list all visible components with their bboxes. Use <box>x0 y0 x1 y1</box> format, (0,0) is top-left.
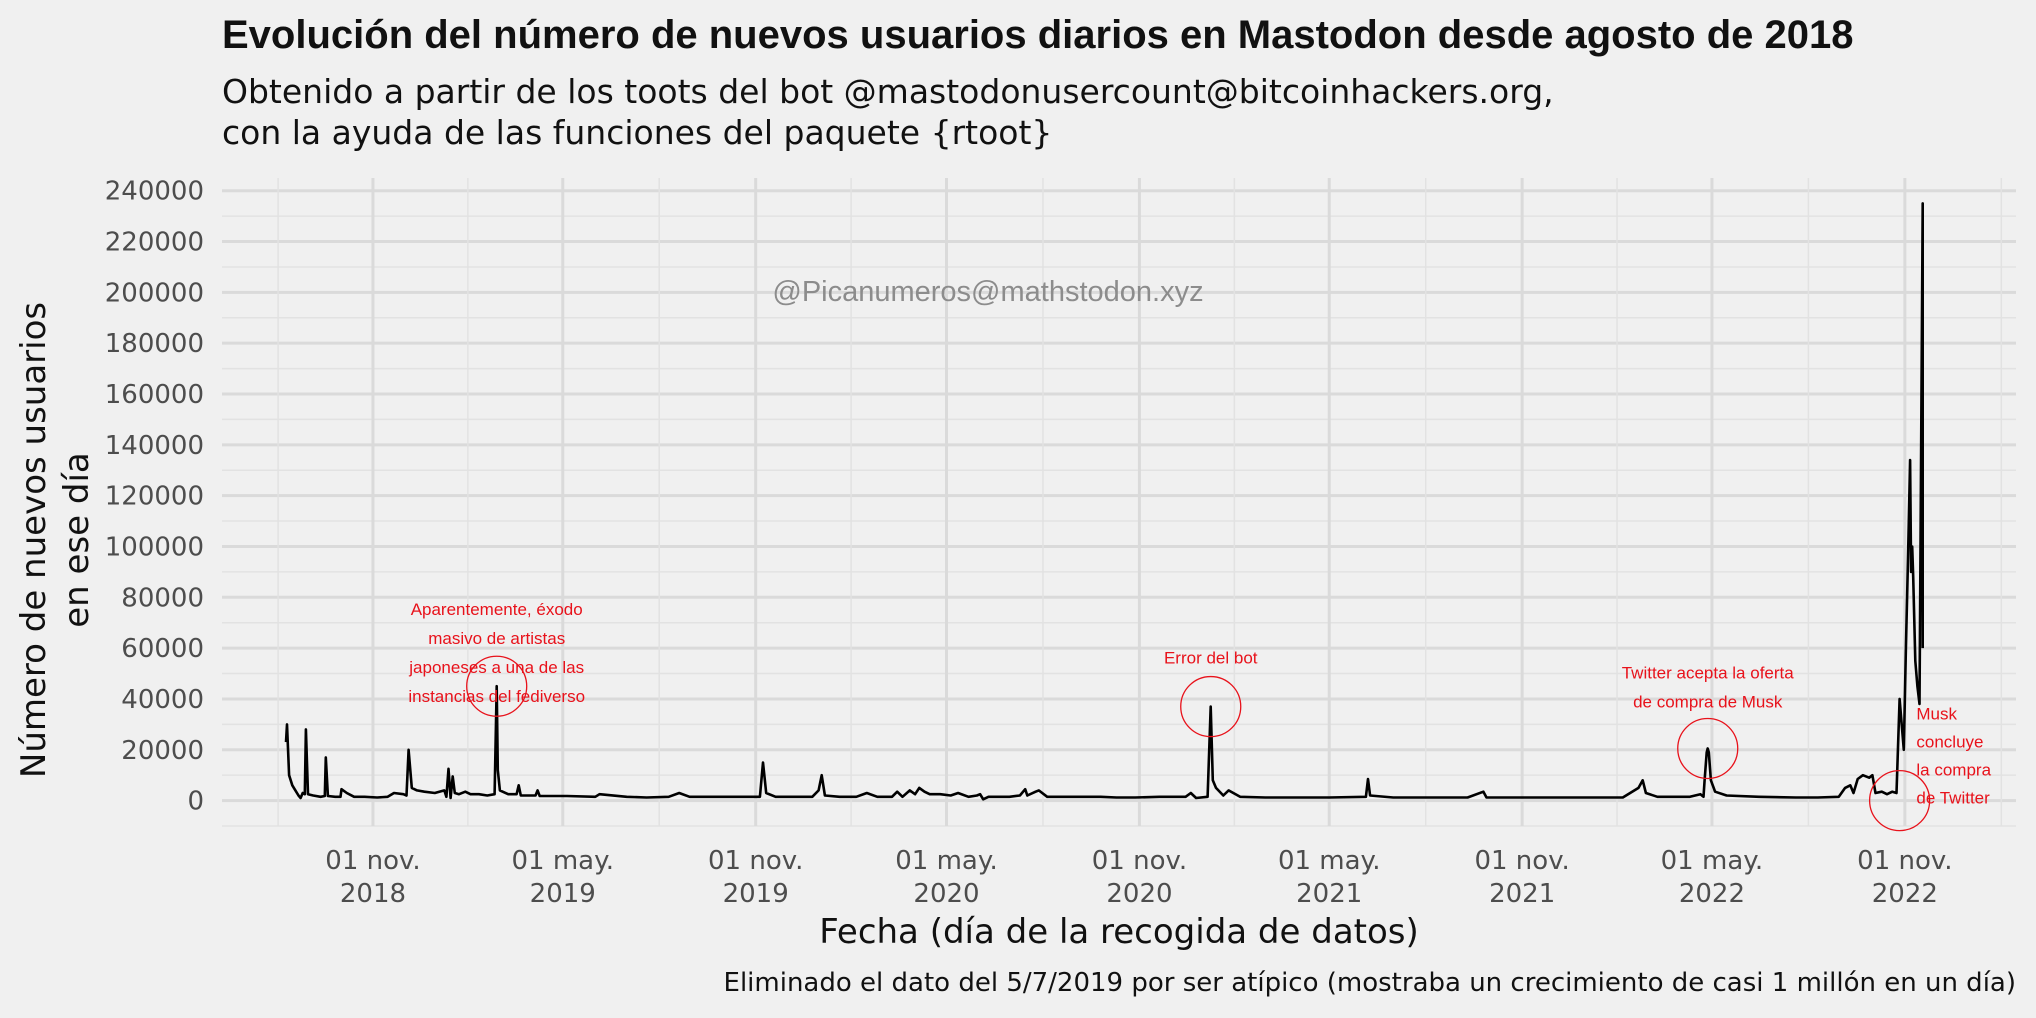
annotation-label: de Twitter <box>1916 788 1990 807</box>
chart-subtitle-line-1: Obtenido a partir de los toots del bot @… <box>222 72 1554 111</box>
grid-layer <box>222 178 2016 827</box>
x-tick-label-month: 01 nov. <box>325 846 420 876</box>
y-tick-label: 80000 <box>121 583 204 613</box>
y-tick-label: 0 <box>187 787 204 817</box>
chart-title: Evolución del número de nuevos usuarios … <box>222 13 1853 57</box>
annotation-label: Error del bot <box>1164 648 1258 667</box>
x-tick-label-year: 2021 <box>1296 879 1362 909</box>
x-tick-label-year: 2020 <box>1106 879 1172 909</box>
y-tick-label: 140000 <box>105 431 204 461</box>
watermark: @Picanumeros@mathstodon.xyz <box>772 276 1203 308</box>
y-tick-label: 160000 <box>105 380 204 410</box>
x-tick-label-month: 01 may. <box>1661 846 1764 876</box>
x-tick-label-month: 01 nov. <box>1092 846 1187 876</box>
x-tick-label-month: 01 may. <box>895 846 998 876</box>
series-line <box>284 202 1924 801</box>
x-tick-label-month: 01 nov. <box>1474 846 1569 876</box>
x-tick-label-month: 01 nov. <box>708 846 803 876</box>
annotation-layer: Aparentemente, éxodo masivo de artistas ja… <box>408 600 1992 832</box>
y-axis-title-line-1: Número de nuevos usuarios <box>14 302 54 778</box>
annotation-label: Aparentemente, éxodo <box>411 600 583 619</box>
annotation-circle <box>1677 717 1739 780</box>
annotation-label: instancias del fediverso <box>408 687 585 706</box>
y-tick-label: 60000 <box>121 634 204 664</box>
annotation-circle <box>1180 675 1242 738</box>
y-tick-label: 220000 <box>105 228 204 258</box>
line-layer <box>284 202 1924 801</box>
x-tick-label-month: 01 nov. <box>1857 846 1952 876</box>
ticks-layer: 0 20000 40000 60000 80000 100000 120000 140000 1… <box>105 177 1953 909</box>
y-tick-label: 100000 <box>105 532 204 562</box>
x-tick-label-year: 2019 <box>530 879 596 909</box>
x-tick-label-month: 01 may. <box>511 846 614 876</box>
y-tick-label: 120000 <box>105 482 204 512</box>
x-axis-title: Fecha (día de la recogida de datos) <box>819 912 1419 952</box>
x-tick-label-year: 2022 <box>1872 879 1938 909</box>
x-tick-label-year: 2019 <box>723 879 789 909</box>
chart-subtitle-line-2: con la ayuda de las funciones del paquet… <box>222 113 1052 152</box>
annotation-label: Musk <box>1916 704 1957 723</box>
x-tick-label-year: 2020 <box>913 879 979 909</box>
annotation-circle <box>1868 769 1931 832</box>
y-tick-label: 40000 <box>121 685 204 715</box>
x-tick-label-month: 01 may. <box>1278 846 1381 876</box>
x-tick-label-year: 2021 <box>1489 879 1555 909</box>
y-tick-label: 240000 <box>105 177 204 207</box>
annotation-label: japoneses a una de las <box>408 658 584 677</box>
x-tick-label-year: 2022 <box>1679 879 1745 909</box>
annotation-label: Twitter acepta la oferta <box>1622 664 1795 683</box>
x-tick-label-year: 2018 <box>340 879 406 909</box>
annotation-label: concluye <box>1916 732 1983 751</box>
y-tick-label: 20000 <box>121 736 204 766</box>
y-tick-label: 200000 <box>105 278 204 308</box>
chart-caption: Eliminado el dato del 5/7/2019 por ser a… <box>724 968 2016 998</box>
y-tick-label: 180000 <box>105 329 204 359</box>
annotation-label: de compra de Musk <box>1633 693 1783 712</box>
annotation-label: la compra <box>1916 760 1991 779</box>
annotation-label: masivo de artistas <box>428 629 565 648</box>
annotation-circle <box>466 655 528 717</box>
y-axis-title-line-2: en ese día <box>57 452 97 628</box>
